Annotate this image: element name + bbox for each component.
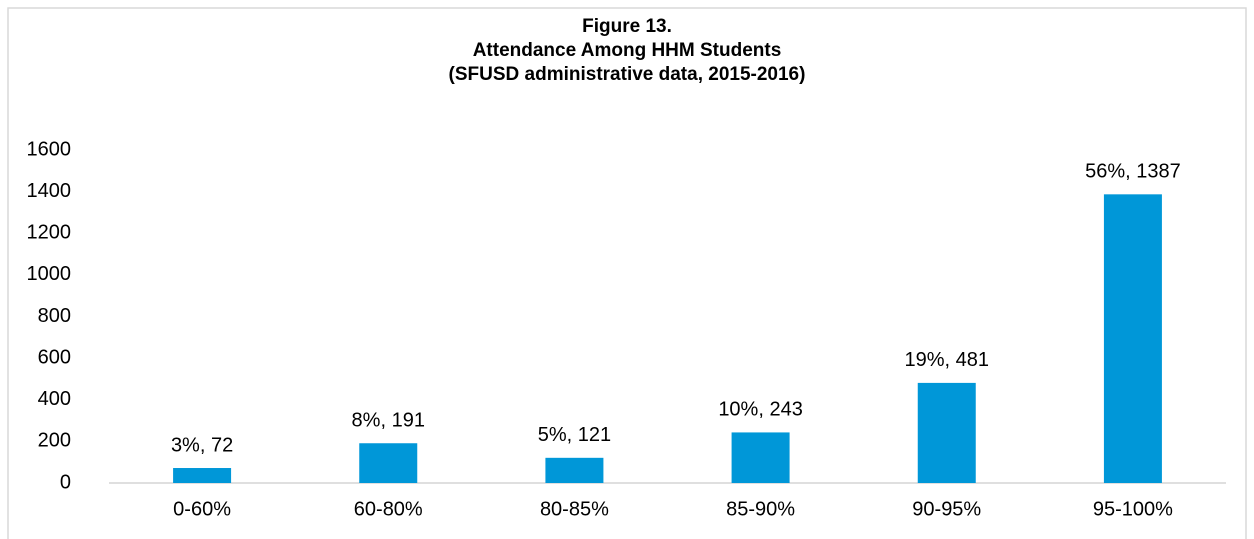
bar	[731, 432, 790, 483]
data-label: 10%, 243	[718, 399, 803, 421]
bar	[917, 382, 976, 483]
y-tick-label: 1600	[27, 138, 72, 160]
x-tick-label: 90-95%	[912, 498, 981, 520]
x-tick-label: 0-60%	[173, 498, 231, 520]
chart-title: Attendance Among HHM Students	[473, 40, 782, 61]
bar	[545, 457, 604, 483]
chart-title: (SFUSD administrative data, 2015-2016)	[449, 64, 806, 85]
chart-title: Figure 13.	[582, 16, 672, 37]
y-tick-label: 800	[38, 305, 71, 327]
y-tick-label: 1000	[27, 263, 72, 285]
bar	[173, 468, 232, 483]
data-label: 56%, 1387	[1085, 161, 1181, 183]
x-tick-label: 60-80%	[354, 498, 423, 520]
x-tick-label: 95-100%	[1093, 498, 1173, 520]
data-label: 3%, 72	[171, 434, 233, 456]
data-label: 5%, 121	[538, 424, 611, 446]
bar	[359, 443, 418, 483]
y-tick-label: 0	[60, 471, 71, 493]
chart-frame	[7, 7, 1247, 539]
y-tick-label: 1400	[27, 180, 72, 202]
y-tick-label: 600	[38, 346, 71, 368]
data-label: 19%, 481	[904, 349, 989, 371]
y-tick-label: 400	[38, 388, 71, 410]
bar	[1103, 194, 1162, 483]
y-tick-label: 1200	[27, 222, 72, 244]
data-label: 8%, 191	[352, 410, 425, 432]
x-tick-label: 85-90%	[726, 498, 795, 520]
y-tick-label: 200	[38, 430, 71, 452]
x-tick-label: 80-85%	[540, 498, 609, 520]
